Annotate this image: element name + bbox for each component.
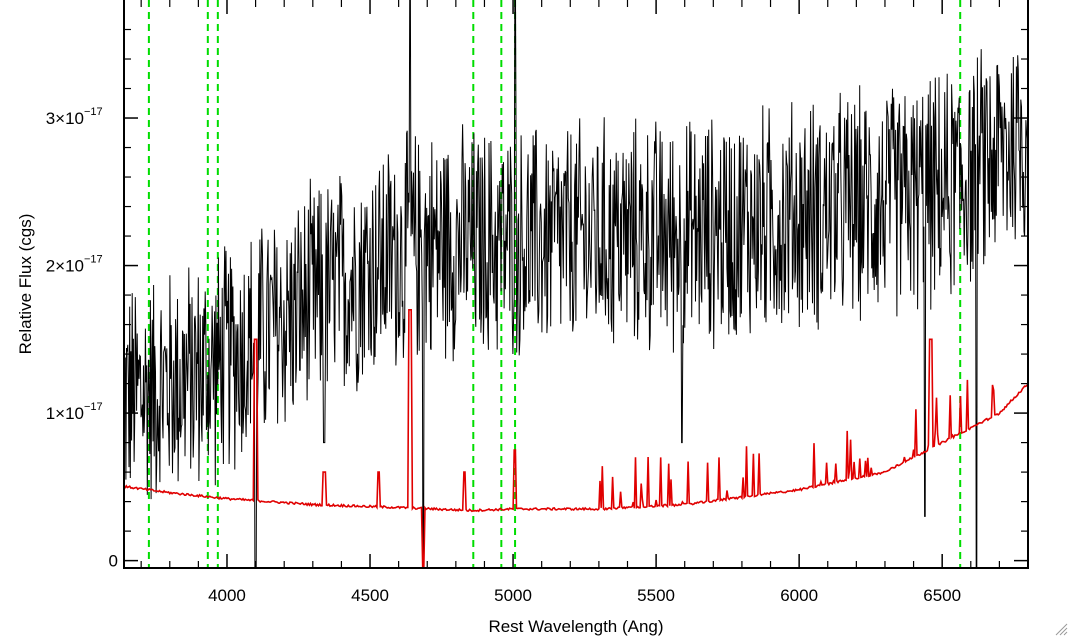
x-axis-label: Rest Wavelength (Ang) — [488, 617, 663, 636]
y-tick-exponent: −17 — [84, 106, 103, 118]
series-line — [124, 0, 1028, 568]
y-tick-label: 0 — [109, 552, 118, 571]
x-tick-label: 6000 — [780, 586, 818, 605]
x-tick-label: 5000 — [494, 586, 532, 605]
y-axis-label: Relative Flux (cgs) — [16, 214, 35, 355]
resize-grip-icon[interactable] — [1055, 623, 1068, 636]
y-tick-label: 3×10 — [46, 109, 84, 128]
plot-frame — [123, 0, 1029, 569]
series-line — [124, 308, 1028, 568]
x-tick-label: 4500 — [351, 586, 389, 605]
plot-area — [124, 0, 1028, 568]
y-tick-exponent: −17 — [84, 254, 103, 266]
y-tick-label: 2×10 — [46, 257, 84, 276]
x-tick-label: 5500 — [637, 586, 675, 605]
x-tick-label: 6500 — [923, 586, 961, 605]
y-tick-label: 1×10 — [46, 404, 84, 423]
y-tick-exponent: −17 — [84, 401, 103, 413]
x-tick-label: 4000 — [208, 586, 246, 605]
